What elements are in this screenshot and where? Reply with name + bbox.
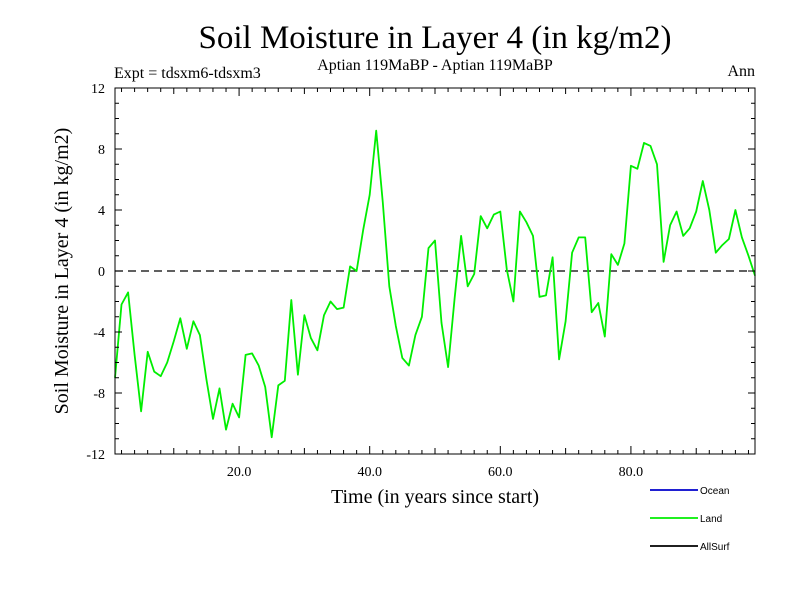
y-tick-label: 8: [98, 143, 105, 158]
chart-subtitle-period: Aptian 119MaBP - Aptian 119MaBP: [317, 57, 553, 74]
y-tick-label: -8: [93, 387, 105, 402]
x-tick-label: 20.0: [227, 465, 252, 480]
y-tick-label: 12: [91, 82, 105, 97]
legend-label-allsurf: AllSurf: [700, 542, 730, 553]
x-tick-label: 80.0: [619, 465, 644, 480]
series-line-land: [114, 129, 756, 439]
legend: Ocean Land AllSurf: [650, 486, 730, 553]
chart-title: Soil Moisture in Layer 4 (in kg/m2): [199, 20, 672, 56]
y-tick-label: 4: [98, 204, 105, 219]
chart-subtitle-season: Ann: [727, 63, 755, 80]
legend-label-ocean: Ocean: [700, 486, 729, 497]
legend-label-land: Land: [700, 514, 722, 525]
y-tick-label: -4: [93, 326, 105, 341]
plot-area: -12 -8 -4 0 4 8 12 20.0 40.0 60.0 80.0: [86, 82, 756, 480]
chart-subtitle-experiment: Expt = tdsxm6-tdsxm3: [114, 65, 261, 82]
y-axis-label: Soil Moisture in Layer 4 (in kg/m2): [51, 128, 73, 415]
x-axis-label: Time (in years since start): [331, 486, 539, 508]
x-tick-label: 40.0: [357, 465, 382, 480]
y-tick-label: -12: [86, 448, 105, 463]
x-tick-label: 60.0: [488, 465, 513, 480]
y-tick-label: 0: [98, 265, 105, 280]
